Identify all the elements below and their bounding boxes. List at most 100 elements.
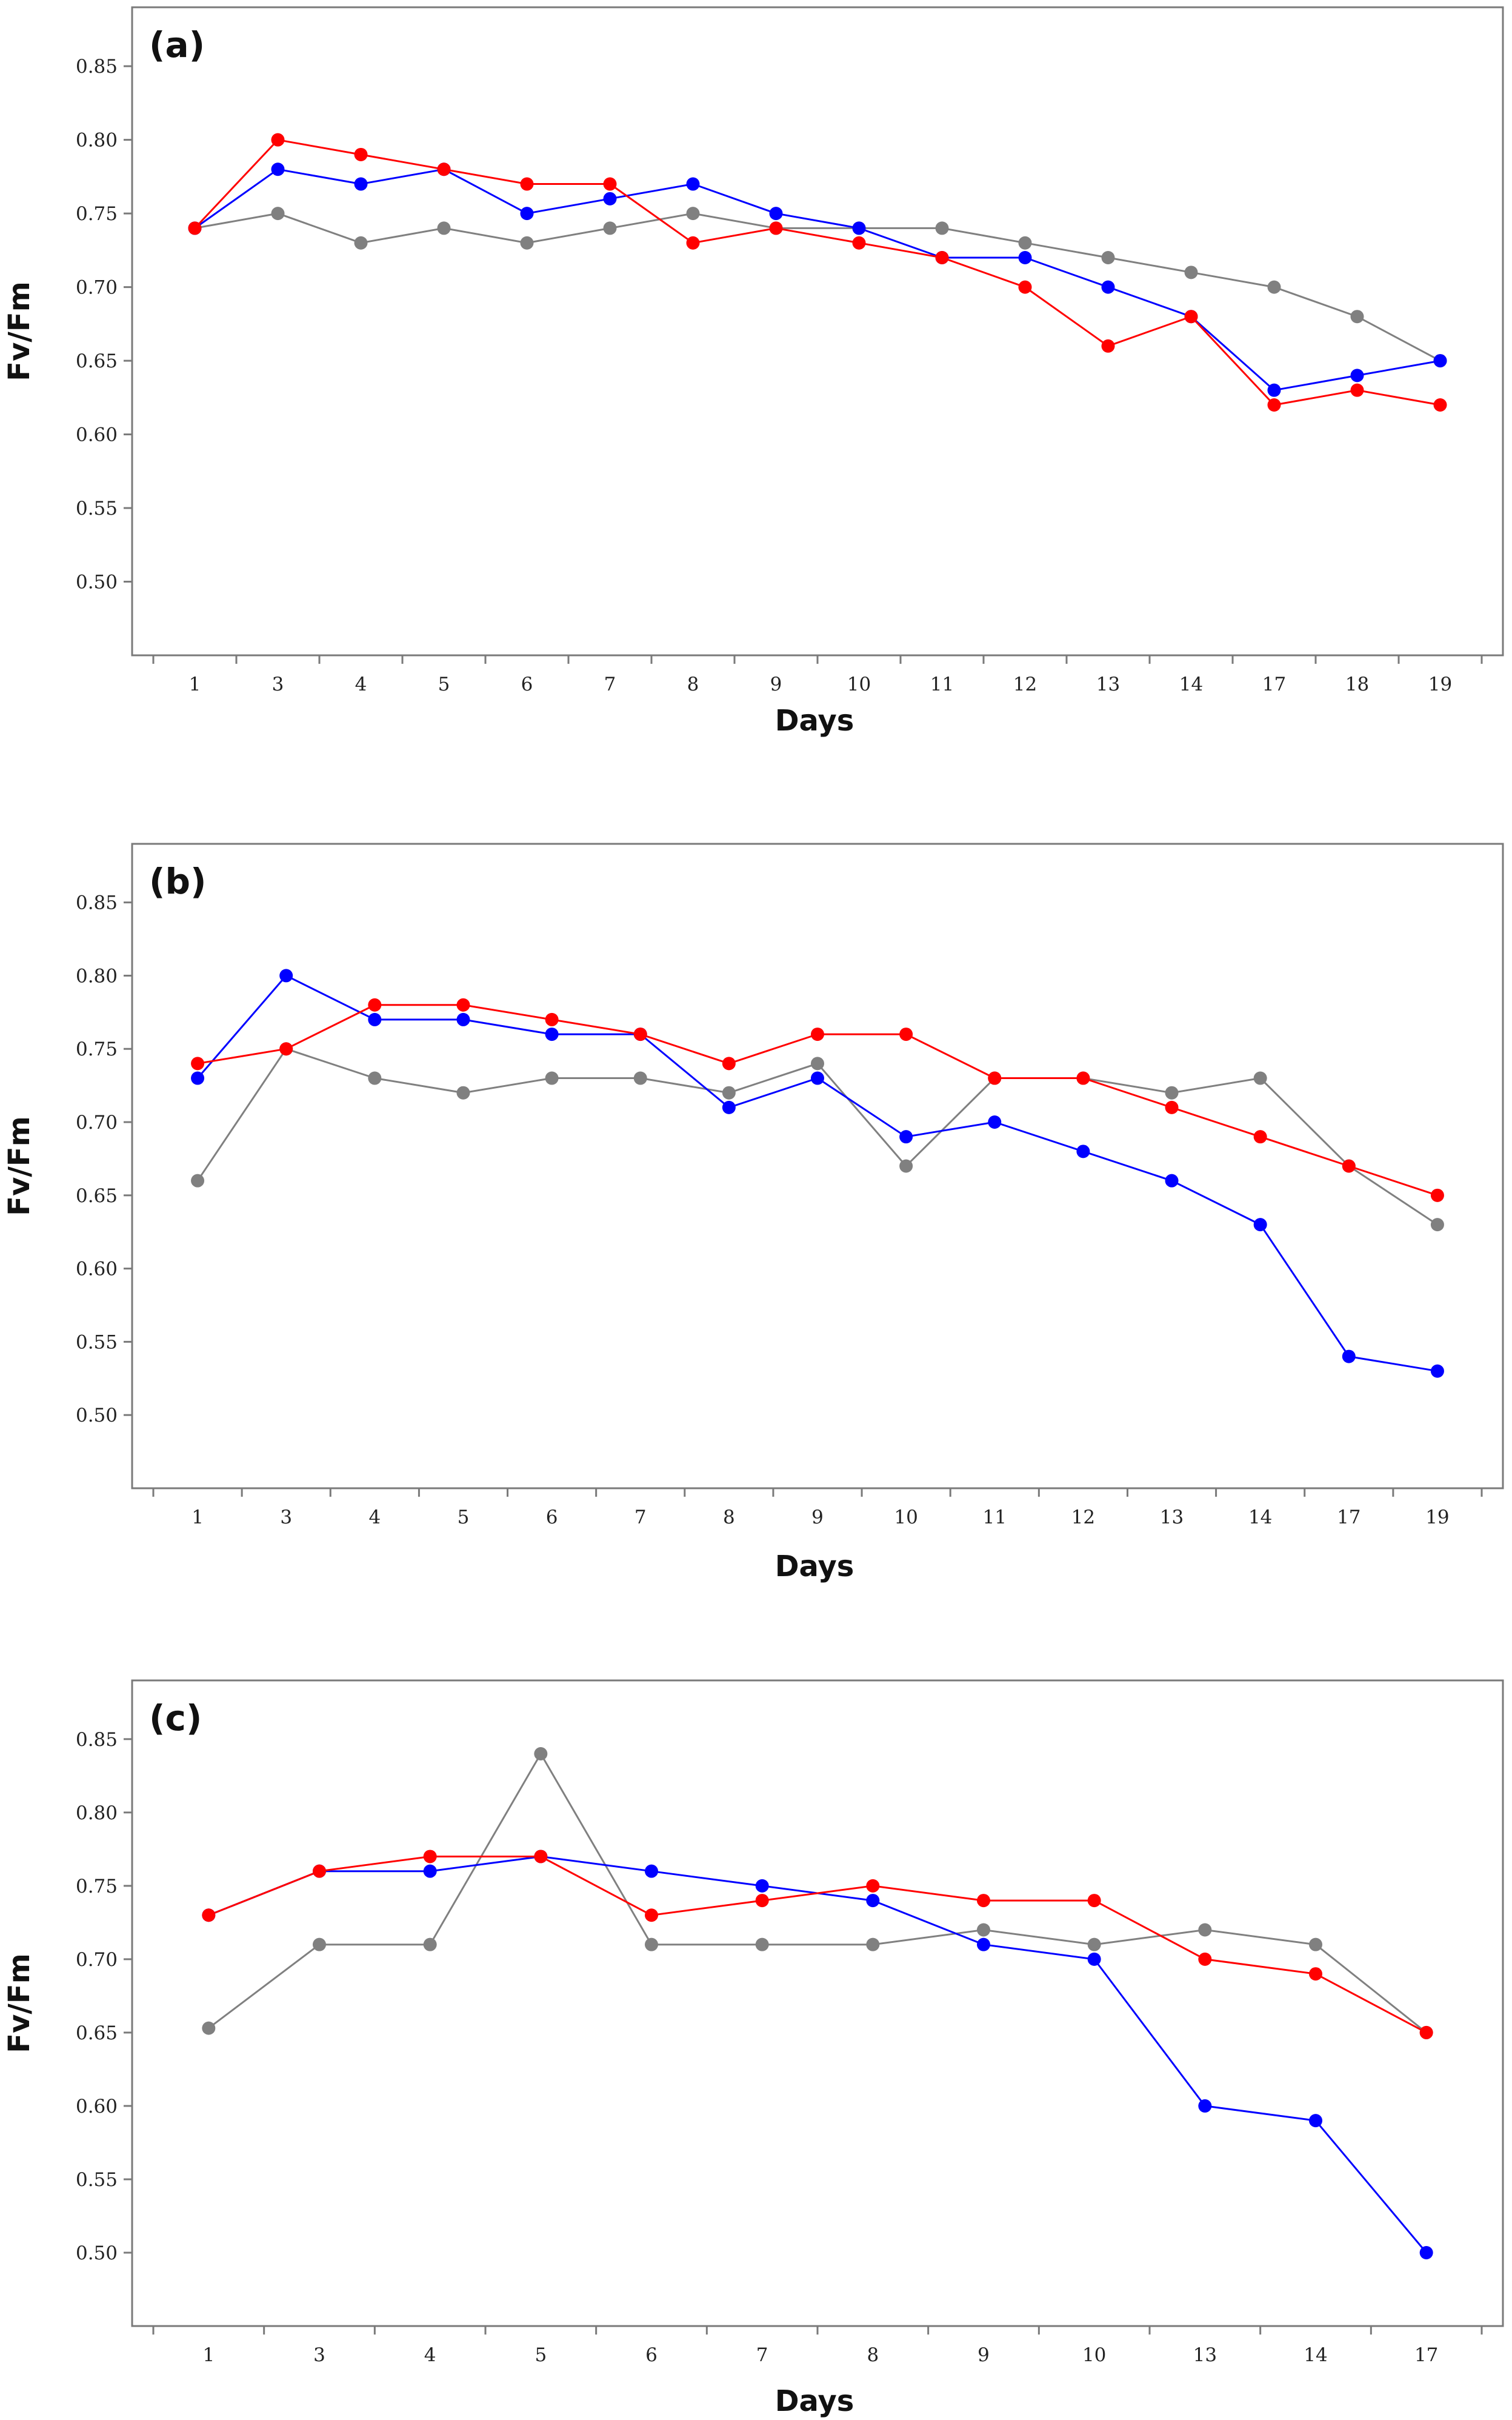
data-point-blue	[1419, 2245, 1433, 2259]
x-tick-label: 17	[1414, 2344, 1438, 2366]
data-point-red	[191, 1057, 205, 1071]
data-point-red	[1018, 280, 1032, 294]
x-tick-label: 8	[867, 2344, 879, 2366]
data-point-gray	[1253, 1071, 1267, 1085]
data-point-red	[1350, 383, 1364, 397]
series-line-blue	[194, 168, 1440, 392]
x-tick-label: 17	[1337, 1506, 1360, 1528]
y-tick-label: 0.80	[76, 1802, 118, 1824]
data-point-gray	[202, 2021, 216, 2035]
x-tick-label: 13	[1096, 674, 1120, 695]
data-point-red	[354, 147, 368, 161]
data-point-red	[755, 1894, 769, 1908]
x-tick-label: 5	[458, 1506, 470, 1528]
x-tick-label: 14	[1179, 674, 1203, 695]
data-point-red	[603, 177, 617, 191]
data-point-red	[866, 1879, 880, 1893]
y-tick-label: 0.65	[76, 350, 118, 372]
y-tick-label: 0.85	[76, 1729, 118, 1751]
data-point-red	[852, 236, 866, 250]
data-point-red	[368, 998, 382, 1012]
data-point-blue	[1433, 354, 1447, 368]
data-point-blue	[977, 1937, 990, 1951]
data-point-blue	[1267, 383, 1281, 397]
data-point-gray	[1184, 266, 1198, 279]
x-tick-label: 4	[424, 2344, 436, 2366]
data-point-blue	[1076, 1145, 1090, 1158]
data-point-blue	[1018, 251, 1032, 265]
data-point-red	[977, 1894, 990, 1908]
data-point-gray	[1087, 1937, 1101, 1951]
x-tick-label: 5	[438, 674, 450, 695]
x-tick-label: 7	[634, 1506, 647, 1528]
y-tick-label: 0.75	[76, 1876, 118, 1897]
data-point-red	[1309, 1967, 1322, 1981]
data-point-blue	[811, 1071, 824, 1085]
y-tick-label: 0.85	[76, 892, 118, 914]
y-tick-label: 0.75	[76, 203, 118, 225]
panel-0: 0.500.550.600.650.700.750.800.851 3 4 5 6 7 8 9…	[2, 6, 1504, 738]
data-point-red	[437, 162, 451, 176]
y-tick-label: 0.60	[76, 424, 118, 446]
data-point-gray	[1267, 280, 1281, 294]
data-point-blue	[852, 221, 866, 235]
y-tick-label: 0.65	[76, 1185, 118, 1207]
x-tick-label: 9	[977, 2344, 990, 2366]
x-tick-label: 14	[1248, 1506, 1272, 1528]
y-tick-label: 0.55	[76, 498, 118, 520]
x-tick-label: 12	[1071, 1506, 1095, 1528]
data-point-red	[1184, 310, 1198, 324]
data-point-red	[279, 1042, 293, 1056]
data-point-blue	[354, 177, 368, 191]
data-point-red	[1267, 398, 1281, 412]
data-point-red	[988, 1071, 1002, 1085]
data-point-red	[520, 177, 534, 191]
data-point-gray	[645, 1937, 658, 1951]
y-tick-label: 0.75	[76, 1038, 118, 1060]
x-tick-label: 6	[521, 674, 533, 695]
x-tick-label: 1	[191, 1506, 204, 1528]
x-tick-label: 18	[1345, 674, 1369, 695]
data-point-red	[188, 221, 202, 235]
x-tick-label: 7	[756, 2344, 768, 2366]
data-point-red	[271, 133, 285, 147]
series-line-red	[208, 1856, 1427, 2034]
data-point-red	[423, 1850, 437, 1863]
data-point-red	[534, 1850, 548, 1863]
data-point-gray	[1018, 236, 1032, 250]
data-point-red	[935, 251, 949, 265]
plot-frame	[131, 6, 1504, 657]
data-point-gray	[686, 207, 700, 221]
data-point-blue	[899, 1130, 913, 1144]
y-tick-label: 0.70	[76, 277, 118, 299]
x-tick-label: 19	[1428, 674, 1452, 695]
x-tick-label: 10	[894, 1506, 918, 1528]
data-point-blue	[368, 1012, 382, 1026]
data-point-blue	[1087, 1952, 1101, 1966]
x-axis-title: Days	[775, 2384, 854, 2418]
data-point-red	[202, 1908, 216, 1922]
data-point-red	[1342, 1159, 1356, 1173]
y-tick-label: 0.80	[76, 130, 118, 152]
data-point-gray	[1101, 251, 1115, 265]
data-point-gray	[437, 221, 451, 235]
data-point-blue	[1350, 369, 1364, 383]
data-point-red	[1430, 1188, 1444, 1202]
data-point-gray	[977, 1923, 990, 1937]
data-point-red	[456, 998, 470, 1012]
x-tick-label: 3	[280, 1506, 292, 1528]
y-tick-label: 0.50	[76, 2242, 118, 2264]
x-tick-label: 5	[535, 2344, 547, 2366]
data-point-gray	[368, 1071, 382, 1085]
y-tick-label: 0.65	[76, 2022, 118, 2044]
data-point-blue	[545, 1028, 559, 1041]
data-point-gray	[191, 1174, 205, 1188]
x-tick-label: 1	[189, 674, 201, 695]
data-point-blue	[755, 1879, 769, 1893]
data-point-gray	[633, 1071, 647, 1085]
data-point-gray	[899, 1159, 913, 1173]
y-tick-label: 0.55	[76, 1331, 118, 1353]
data-point-blue	[686, 177, 700, 191]
panel-1: 0.500.550.600.650.700.750.800.851 3 4 5 6 7 8 9…	[2, 843, 1504, 1583]
